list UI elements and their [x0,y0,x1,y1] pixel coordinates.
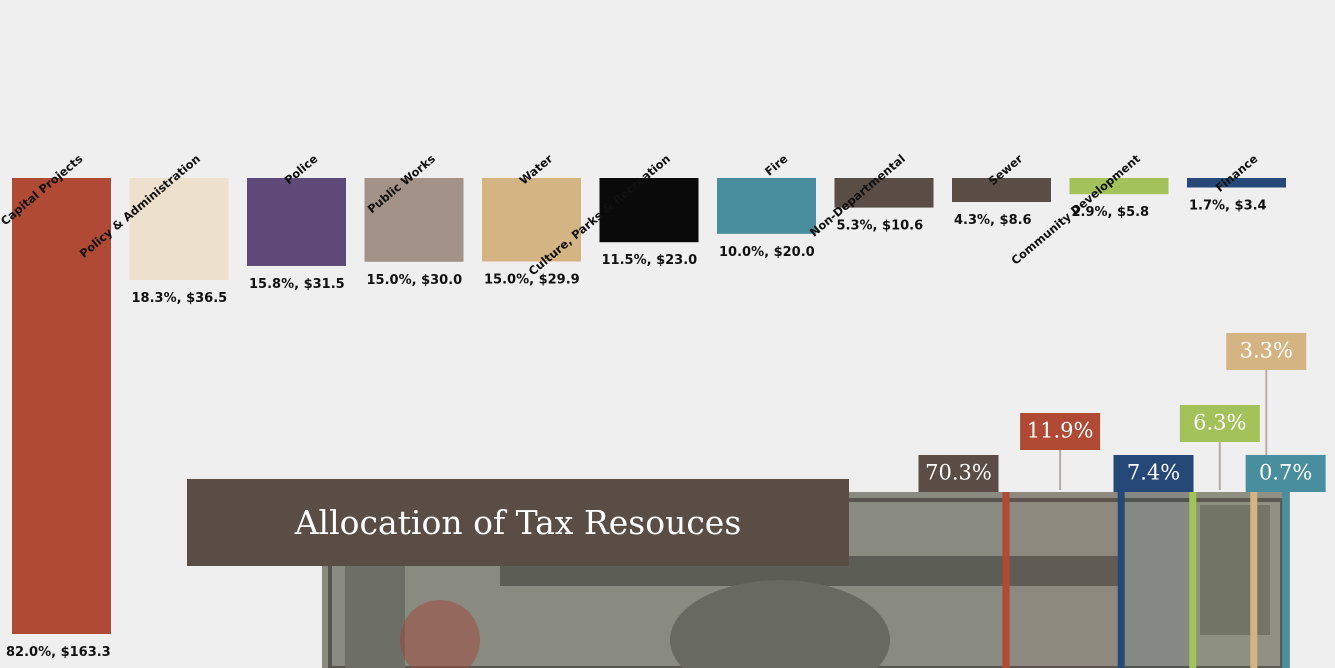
label-box [1179,405,1260,442]
value-label: 2.9%, $5.8 [1072,205,1150,220]
bar [834,178,934,208]
label-box [1020,413,1101,450]
label-box [918,455,999,492]
value-label: 0.7% [1259,461,1312,485]
value-label: 4.3%, $8.6 [954,213,1032,228]
label-box [1113,455,1194,492]
bar [952,178,1051,203]
allocation: 70.3% 11.9% 7.4% 6.3% 3.3% 0.7% [322,333,1326,668]
allocation-segment [1189,492,1251,668]
value-label: 7.4% [1127,461,1180,485]
label-box [1245,455,1326,492]
bill-portrait [670,580,890,668]
value-label: 5.3%, $10.6 [837,219,924,234]
segment-edge [1117,492,1125,668]
title-box [187,479,849,566]
value-label: 3.3% [1240,339,1293,363]
bar [247,178,346,266]
value-label: 15.0%, $29.9 [484,272,580,287]
value-label: 82.0%, $163.3 [6,645,111,660]
value-label: 11.5%, $23.0 [602,253,698,268]
overlay: Allocation of Tax Resouces [187,479,849,566]
value-label: 6.3% [1193,411,1246,435]
segment-edge [1250,492,1258,668]
bill-corner [345,560,405,668]
chart-title: Allocation of Tax Resouces [294,503,742,542]
allocation-segment [1117,492,1190,668]
value-label: 15.8%, $31.5 [249,277,345,292]
bar [717,178,816,234]
bar [129,178,229,280]
allocation-segment [1002,492,1118,668]
bar [599,178,699,243]
bar [1187,178,1286,188]
value-label: 11.9% [1027,419,1094,443]
segment-edge [1189,492,1197,668]
bar [364,178,464,262]
value-label: 1.7%, $3.4 [1189,198,1267,213]
bill-corner [1200,505,1270,635]
bar [482,178,581,262]
value-label: 10.0%, $20.0 [719,245,815,260]
segment-edge [1282,492,1290,668]
bar [1069,178,1169,195]
value-label: 18.3%, $36.5 [132,291,228,306]
value-label: 15.0%, $30.0 [367,273,463,288]
value-label: 70.3% [925,461,992,485]
segment-edge [1002,492,1010,668]
bill-seal [400,600,480,668]
bar [12,178,111,634]
label-box [1226,333,1307,370]
